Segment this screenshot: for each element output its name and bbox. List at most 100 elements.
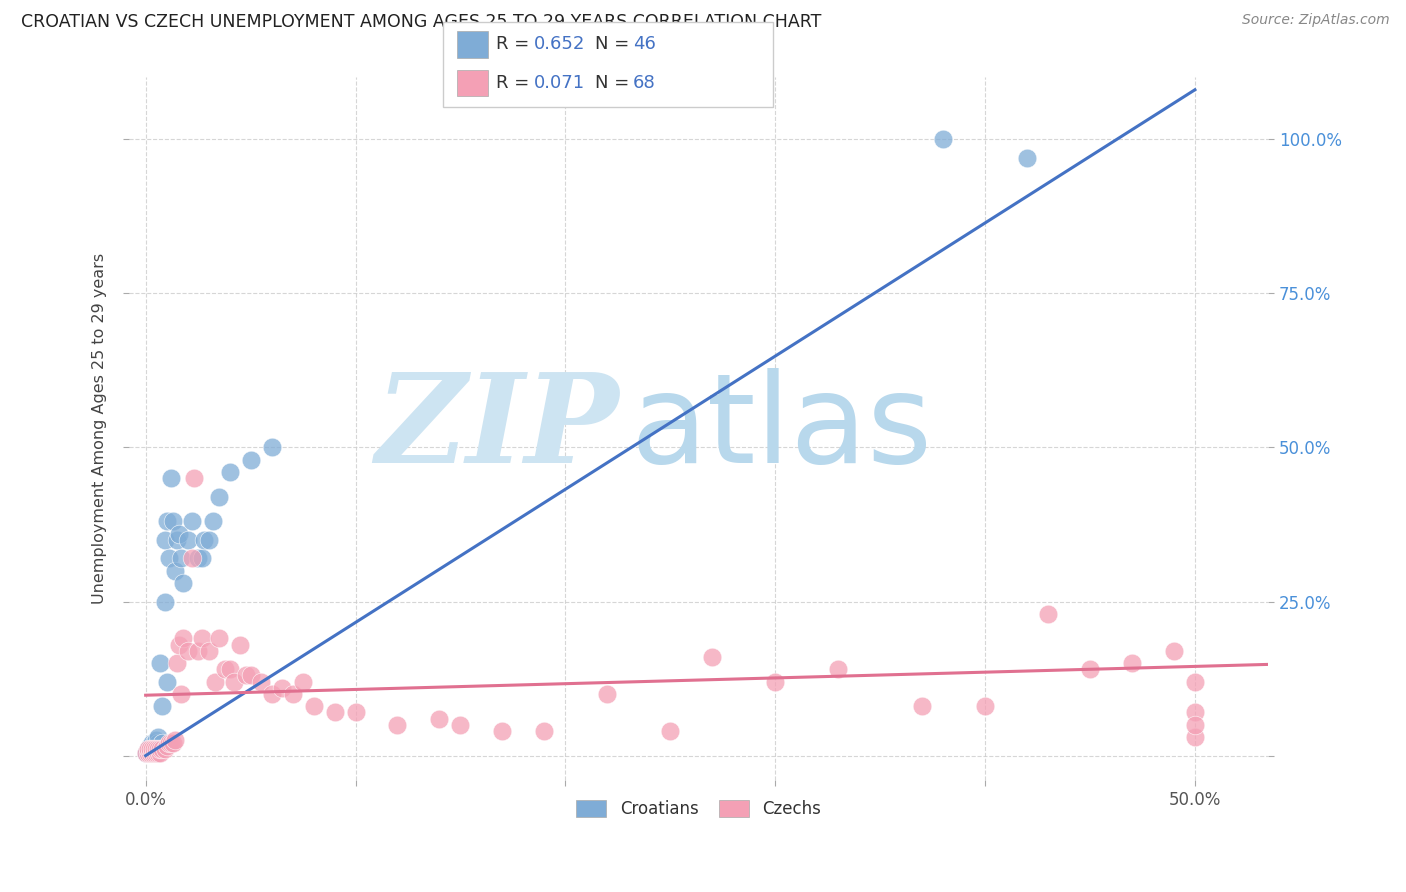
Point <box>1163 644 1185 658</box>
Point <box>166 533 188 547</box>
Point <box>271 681 294 695</box>
Point <box>166 656 188 670</box>
Text: 0.652: 0.652 <box>534 35 586 53</box>
Point <box>239 452 262 467</box>
Point <box>167 638 190 652</box>
Point <box>201 514 224 528</box>
Point <box>141 742 163 756</box>
Point <box>145 746 167 760</box>
Legend: Croatians, Czechs: Croatians, Czechs <box>569 793 827 825</box>
Text: R =: R = <box>496 35 536 53</box>
Point <box>302 699 325 714</box>
Point <box>143 742 166 756</box>
Point <box>197 644 219 658</box>
Point <box>145 746 167 760</box>
Point <box>143 736 166 750</box>
Point <box>136 742 159 756</box>
Point <box>148 746 170 760</box>
Point <box>159 471 181 485</box>
Point <box>135 746 157 760</box>
Point <box>344 706 367 720</box>
Point <box>148 730 170 744</box>
Point <box>152 742 174 756</box>
Point <box>281 687 304 701</box>
Point <box>141 746 163 760</box>
Point <box>250 674 273 689</box>
Point <box>974 699 997 714</box>
Point <box>180 514 202 528</box>
Point <box>149 742 172 756</box>
Point <box>139 746 162 760</box>
Point <box>260 687 283 701</box>
Point <box>136 746 159 760</box>
Text: CROATIAN VS CZECH UNEMPLOYMENT AMONG AGES 25 TO 29 YEARS CORRELATION CHART: CROATIAN VS CZECH UNEMPLOYMENT AMONG AGE… <box>21 13 821 31</box>
Point <box>163 564 186 578</box>
Point <box>235 668 257 682</box>
Point <box>153 533 176 547</box>
Point <box>153 742 176 756</box>
Point <box>141 736 163 750</box>
Point <box>139 739 162 754</box>
Point <box>139 742 162 756</box>
Point <box>141 746 163 760</box>
Point <box>136 742 159 756</box>
Point <box>152 699 174 714</box>
Point <box>149 656 172 670</box>
Point <box>145 742 167 756</box>
Point <box>1036 607 1059 621</box>
Point <box>429 712 451 726</box>
Point <box>827 662 849 676</box>
Text: N =: N = <box>595 35 634 53</box>
Point <box>136 746 159 760</box>
Point <box>157 736 180 750</box>
Point <box>449 718 471 732</box>
Point <box>156 514 179 528</box>
Point <box>143 746 166 760</box>
Point <box>153 594 176 608</box>
Point <box>222 674 245 689</box>
Point <box>191 551 214 566</box>
Point <box>218 465 240 479</box>
Point <box>148 742 170 756</box>
Point <box>152 736 174 750</box>
Point <box>214 662 236 676</box>
Text: ZIP: ZIP <box>375 368 619 490</box>
Text: Source: ZipAtlas.com: Source: ZipAtlas.com <box>1241 13 1389 28</box>
Point <box>932 132 955 146</box>
Point <box>1078 662 1101 676</box>
Text: atlas: atlas <box>630 368 932 490</box>
Point <box>193 533 215 547</box>
Point <box>163 733 186 747</box>
Point <box>176 533 198 547</box>
Point <box>141 742 163 756</box>
Point <box>387 718 409 732</box>
Point <box>183 471 205 485</box>
Point <box>229 638 252 652</box>
Point <box>239 668 262 682</box>
Point <box>204 674 226 689</box>
Point <box>1184 730 1206 744</box>
Point <box>260 441 283 455</box>
Point <box>157 551 180 566</box>
Text: N =: N = <box>595 74 634 92</box>
Point <box>145 733 167 747</box>
Point <box>148 736 170 750</box>
Point <box>149 742 172 756</box>
Point <box>208 632 231 646</box>
Point <box>170 551 193 566</box>
Point <box>176 644 198 658</box>
Point <box>156 739 179 754</box>
Point <box>763 674 786 689</box>
Point <box>139 746 162 760</box>
Point <box>135 746 157 760</box>
Text: R =: R = <box>496 74 536 92</box>
Point <box>148 742 170 756</box>
Point <box>159 736 181 750</box>
Text: 0.071: 0.071 <box>534 74 585 92</box>
Point <box>292 674 315 689</box>
Point <box>143 742 166 756</box>
Point <box>149 746 172 760</box>
Point <box>172 576 194 591</box>
Text: 68: 68 <box>633 74 655 92</box>
Point <box>139 742 162 756</box>
